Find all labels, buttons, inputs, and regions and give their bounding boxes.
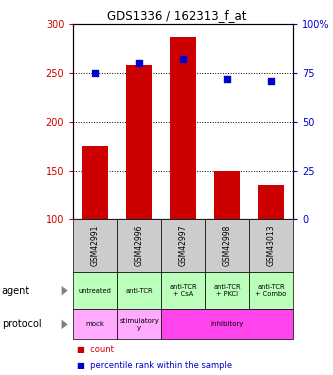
Text: ■  percentile rank within the sample: ■ percentile rank within the sample [77,360,232,369]
Text: anti-TCR
+ CsA: anti-TCR + CsA [169,284,197,297]
Bar [258,185,284,219]
Text: mock: mock [86,321,105,327]
Text: GSM42998: GSM42998 [222,225,232,266]
Text: anti-TCR
+ PKCi: anti-TCR + PKCi [213,284,241,297]
Bar [214,171,240,219]
Text: anti-TCR
+ Combo: anti-TCR + Combo [255,284,287,297]
Text: GSM42996: GSM42996 [135,225,144,266]
Text: protocol: protocol [2,320,41,329]
Bar [126,65,153,219]
Bar [82,146,109,219]
Text: stimulatory
y: stimulatory y [119,318,159,331]
Point [137,60,142,66]
Bar [170,37,196,219]
Text: GSM42991: GSM42991 [91,225,100,266]
Text: untreated: untreated [79,288,112,294]
Point [224,76,230,82]
Text: GSM42997: GSM42997 [178,225,188,266]
Text: GDS1336 / 162313_f_at: GDS1336 / 162313_f_at [107,9,246,22]
Text: ■  count: ■ count [77,345,114,354]
Text: inhibitory: inhibitory [210,321,244,327]
Text: GSM43013: GSM43013 [266,225,276,266]
Text: agent: agent [2,286,30,296]
Point [268,78,274,84]
Point [180,57,186,63]
Point [93,70,98,76]
Text: anti-TCR: anti-TCR [126,288,153,294]
